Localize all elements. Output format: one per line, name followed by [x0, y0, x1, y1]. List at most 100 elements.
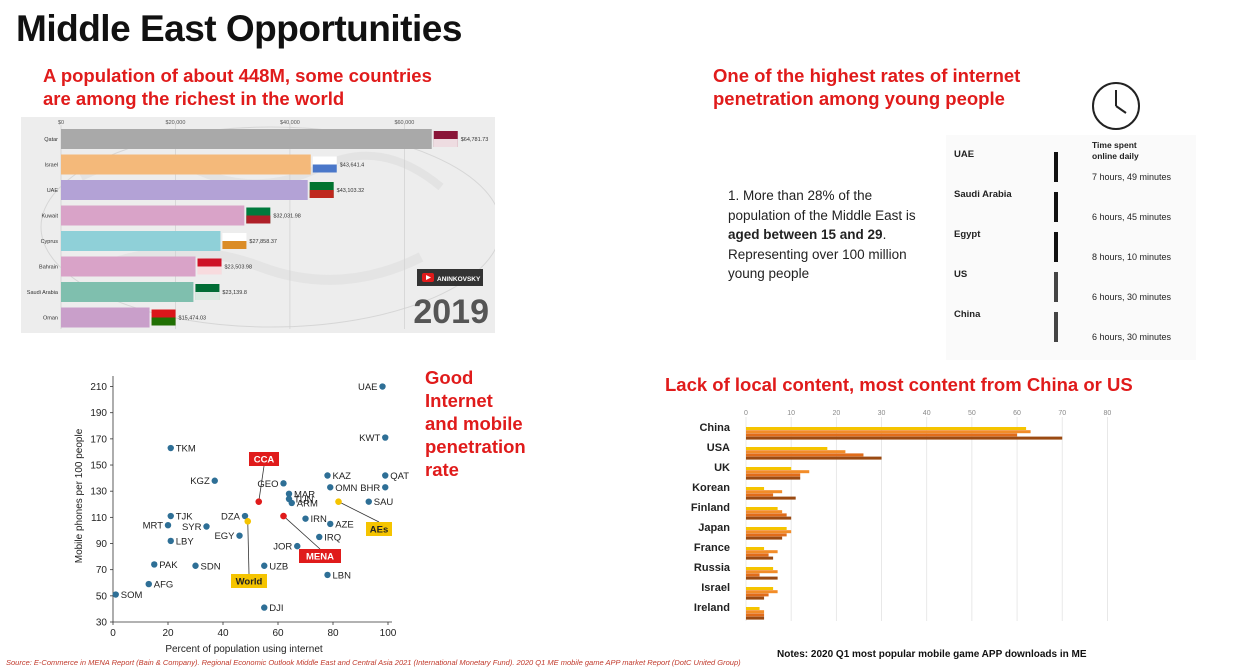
- dl-bar: [746, 496, 796, 500]
- flag-stripe: [246, 215, 271, 224]
- gdp-category-label: Cyprus: [41, 239, 59, 245]
- group-leader-line: [283, 515, 321, 550]
- dl-bar: [746, 510, 783, 514]
- dl-tick-label: 60: [1013, 410, 1021, 417]
- dl-tick-label: 70: [1058, 410, 1066, 417]
- dl-category-label: Israel: [701, 582, 730, 594]
- scatter-point: [324, 472, 331, 479]
- scatter-point-label: AFG: [154, 580, 174, 591]
- scatter-point: [382, 434, 389, 441]
- table-country: US: [954, 269, 967, 280]
- dl-bar: [746, 487, 765, 490]
- dl-category-label: UK: [714, 462, 730, 474]
- dl-bar: [746, 576, 778, 580]
- group-label-box: [249, 452, 279, 466]
- heading-internet-line-2: penetration among young people: [713, 88, 1005, 109]
- scatter-point-label: TUN: [294, 495, 314, 506]
- scatter-point-label: PAK: [159, 560, 178, 571]
- scatter-point-label: IRQ: [324, 532, 341, 543]
- scatter-x-tick-label: 60: [272, 628, 284, 639]
- dl-bar: [746, 616, 765, 620]
- dl-bar: [746, 570, 778, 574]
- gdp-category-label: Israel: [45, 163, 58, 169]
- scatter-y-tick-label: 190: [90, 408, 107, 419]
- group-leader-line: [247, 521, 250, 575]
- flag-stripe: [151, 317, 176, 326]
- time-online-table: Time spent online daily UAE 7 hours, 49 m…: [946, 80, 1196, 360]
- scatter-y-tick-label: 210: [90, 382, 107, 393]
- group-label: MENA: [306, 552, 334, 563]
- dl-bar: [746, 473, 801, 477]
- dl-bar: [746, 447, 828, 450]
- scatter-point: [145, 580, 152, 588]
- scatter-point: [112, 591, 119, 598]
- scatter-point: [365, 498, 372, 505]
- scatter-point: [236, 532, 243, 539]
- scatter-point: [324, 571, 331, 579]
- scatter-ylabel: Mobile phones per 100 people: [74, 428, 85, 563]
- dl-bar: [746, 433, 1018, 437]
- dl-bar: [746, 450, 846, 454]
- scatter-point-label: DJI: [269, 603, 283, 614]
- scatter-point: [382, 472, 389, 479]
- scatter-point-label: UZB: [269, 561, 288, 572]
- dl-bar: [746, 573, 760, 577]
- heading-internet: One of the highest rates of internet pen…: [713, 64, 1020, 110]
- internet-text-suffix: . Representing over 100 million young pe…: [728, 227, 907, 281]
- scatter-point: [382, 484, 389, 491]
- gdp-category-label: Bahrain: [39, 265, 58, 271]
- scatter-point: [285, 490, 293, 498]
- page-title: Middle East Opportunities: [16, 8, 462, 49]
- scatter-point: [294, 542, 301, 550]
- scatter-point: [261, 562, 268, 569]
- table-time: 7 hours, 49 minutes: [1092, 172, 1172, 182]
- scatter-y-tick-label: 150: [90, 461, 107, 472]
- dl-tick-label: 30: [878, 410, 886, 417]
- flag-stripe: [433, 139, 458, 147]
- group-leader-line: [338, 501, 380, 523]
- dl-tick-label: 20: [832, 410, 840, 417]
- scatter-point: [379, 383, 386, 390]
- scatter-point: [280, 480, 287, 487]
- dl-bar: [746, 516, 792, 520]
- dl-bar: [746, 610, 765, 614]
- scatter-point-label: AZE: [335, 519, 353, 530]
- scatter-point-label: SYR: [182, 522, 202, 533]
- heading-mobile-line-5: rate: [425, 459, 459, 480]
- table-divider: [1054, 152, 1058, 182]
- scatter-point: [261, 604, 268, 611]
- flag-stripe: [222, 241, 247, 249]
- gdp-value-label: $15,474.03: [179, 316, 207, 322]
- dl-bar: [746, 533, 787, 537]
- gdp-bar: [61, 154, 311, 175]
- heading-mobile-line-3: and mobile: [425, 413, 523, 434]
- gdp-bar: [61, 256, 196, 277]
- group-point: [335, 498, 342, 505]
- scatter-y-tick-label: 90: [96, 539, 108, 550]
- gdp-category-label: Saudi Arabia: [27, 290, 59, 296]
- dl-category-label: Russia: [694, 562, 731, 574]
- flag-stripe: [195, 292, 220, 300]
- dl-bar: [746, 556, 774, 560]
- time-online-svg: Time spent online daily UAE 7 hours, 49 m…: [946, 82, 1196, 360]
- scatter-point: [151, 561, 158, 568]
- scatter-point: [288, 499, 295, 507]
- flag-stripe: [312, 164, 337, 173]
- scatter-point-label: MAR: [294, 489, 315, 500]
- table-divider: [1054, 312, 1058, 342]
- scatter-point-label: JOR: [273, 542, 292, 553]
- scatter-point-label: QAT: [390, 471, 409, 482]
- notes-text: Notes: 2020 Q1 most popular mobile game …: [777, 649, 1087, 660]
- group-label: CCA: [254, 455, 275, 466]
- dl-bar: [746, 607, 760, 610]
- gdp-category-label: Oman: [43, 316, 58, 322]
- gdp-bar: [61, 307, 150, 328]
- table-country: China: [954, 309, 981, 320]
- scatter-point-label: GEO: [257, 479, 278, 490]
- heading-mobile: Good Internet and mobile penetration rat…: [425, 366, 526, 481]
- gdp-value-label: $23,503.98: [225, 265, 253, 271]
- scatter-point: [327, 484, 334, 491]
- dl-category-label: Ireland: [694, 602, 730, 614]
- dl-bar: [746, 593, 769, 597]
- gdp-value-label: $64,781.73: [461, 137, 489, 143]
